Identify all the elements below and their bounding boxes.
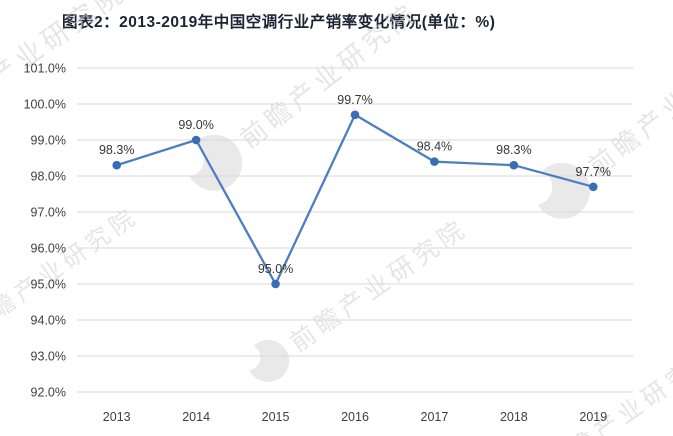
y-axis-tick-label: 94.0% <box>31 314 66 328</box>
y-axis-tick-label: 93.0% <box>31 350 66 364</box>
data-point-marker <box>191 135 201 145</box>
y-axis-tick-label: 101.0% <box>24 62 66 76</box>
data-point-label: 98.3% <box>99 143 134 157</box>
x-axis-tick-label: 2013 <box>103 410 131 424</box>
y-axis-tick-label: 92.0% <box>31 386 66 400</box>
data-point-label: 98.3% <box>496 143 531 157</box>
data-point-marker <box>509 160 519 170</box>
y-axis-tick-label: 97.0% <box>31 206 66 220</box>
data-point-label: 95.0% <box>258 262 293 276</box>
data-point-marker <box>588 182 598 192</box>
x-axis-tick-label: 2015 <box>262 410 290 424</box>
y-axis-tick-label: 100.0% <box>24 98 66 112</box>
x-axis-tick-label: 2016 <box>341 410 369 424</box>
x-axis-tick-label: 2014 <box>182 410 210 424</box>
data-point-label: 97.7% <box>576 165 611 179</box>
y-axis-tick-label: 96.0% <box>31 242 66 256</box>
x-axis-tick-label: 2018 <box>500 410 528 424</box>
chart-title: 图表2：2013-2019年中国空调行业产销率变化情况(单位：%) <box>62 14 496 31</box>
x-axis-tick-label: 2017 <box>421 410 449 424</box>
x-axis-tick-label: 2019 <box>579 410 607 424</box>
data-point-marker <box>430 157 439 166</box>
data-point-label: 98.4% <box>417 140 452 154</box>
y-axis-tick-label: 95.0% <box>31 278 66 292</box>
y-axis-tick-label: 98.0% <box>31 170 66 184</box>
data-point-label: 99.0% <box>178 118 213 132</box>
data-point-marker <box>112 160 122 170</box>
data-point-marker <box>350 110 360 120</box>
y-axis-tick-label: 99.0% <box>31 134 66 148</box>
data-point-label: 99.7% <box>337 93 372 107</box>
data-point-marker <box>271 279 280 289</box>
